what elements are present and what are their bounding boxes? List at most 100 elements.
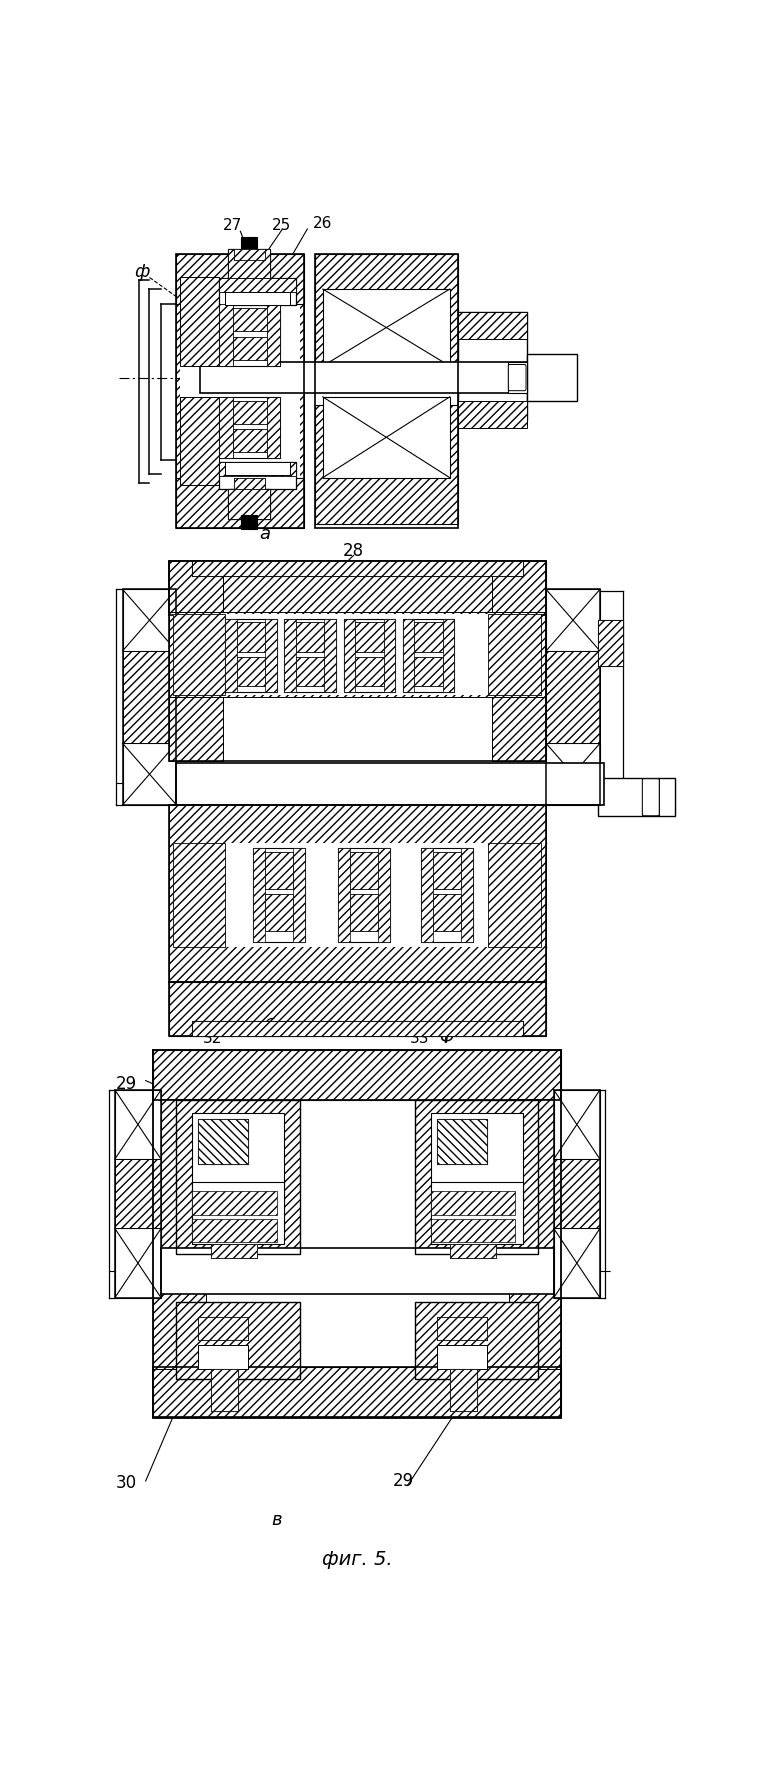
Bar xyxy=(176,254,303,528)
Bar xyxy=(115,1090,161,1159)
Bar xyxy=(421,848,433,942)
Bar xyxy=(219,398,280,458)
Bar xyxy=(488,843,541,947)
Bar xyxy=(115,1228,161,1297)
Bar xyxy=(122,590,176,650)
Bar xyxy=(115,1159,161,1228)
Bar xyxy=(198,1345,248,1369)
Bar xyxy=(546,590,600,650)
Bar xyxy=(433,852,461,889)
Bar xyxy=(546,744,600,806)
Bar xyxy=(343,618,355,691)
Bar xyxy=(554,1090,600,1159)
Bar xyxy=(122,590,176,806)
Bar xyxy=(323,290,450,366)
Bar xyxy=(339,848,349,942)
Bar xyxy=(168,806,546,982)
Bar xyxy=(414,657,443,686)
Bar xyxy=(154,1050,562,1099)
Bar xyxy=(349,852,378,889)
Bar xyxy=(402,618,455,691)
Bar xyxy=(546,590,600,806)
Bar xyxy=(219,463,296,489)
Bar xyxy=(172,843,541,947)
Text: 32: 32 xyxy=(203,1030,222,1046)
Bar xyxy=(598,620,623,666)
Bar xyxy=(168,806,546,982)
Text: i: i xyxy=(207,1115,211,1129)
Bar xyxy=(232,429,267,452)
Bar xyxy=(236,657,265,686)
Bar xyxy=(296,622,324,652)
Bar xyxy=(241,514,257,528)
Bar xyxy=(180,277,219,366)
Bar xyxy=(296,657,324,686)
Bar xyxy=(200,362,530,392)
Bar xyxy=(232,429,267,452)
Text: 31: 31 xyxy=(525,1163,544,1179)
Text: 29: 29 xyxy=(116,1074,137,1092)
Bar xyxy=(225,618,236,691)
Bar xyxy=(509,1099,562,1369)
Text: в: в xyxy=(271,1511,282,1528)
Bar xyxy=(176,1302,300,1378)
Bar xyxy=(225,292,290,306)
Text: ф: ф xyxy=(134,263,150,281)
Bar xyxy=(236,622,265,652)
Bar xyxy=(458,401,526,428)
Bar xyxy=(219,398,232,458)
Bar xyxy=(219,304,280,366)
Bar xyxy=(339,848,390,942)
Text: фиг. 5.: фиг. 5. xyxy=(322,1550,392,1569)
Bar xyxy=(154,1368,562,1417)
Bar xyxy=(642,777,659,816)
Text: Ф: Ф xyxy=(439,1028,453,1048)
Bar xyxy=(176,763,604,806)
Bar xyxy=(115,1090,161,1297)
Bar xyxy=(234,249,265,260)
Text: i: i xyxy=(446,1115,450,1129)
Bar xyxy=(228,489,271,518)
Bar xyxy=(176,254,303,304)
Bar xyxy=(176,1099,300,1255)
Bar xyxy=(168,982,546,1035)
Bar xyxy=(254,848,265,942)
Bar xyxy=(324,618,336,691)
Bar xyxy=(168,560,222,762)
Text: +ф: +ф xyxy=(257,493,281,507)
Bar xyxy=(450,1244,496,1258)
Bar xyxy=(349,894,378,931)
Text: а: а xyxy=(260,525,271,542)
Bar xyxy=(176,1099,300,1255)
Bar xyxy=(232,401,267,424)
Bar xyxy=(211,1244,257,1258)
Bar xyxy=(168,613,546,698)
Bar xyxy=(236,657,265,686)
Bar xyxy=(198,1119,248,1164)
Bar xyxy=(284,618,296,691)
Bar xyxy=(265,894,293,931)
Bar xyxy=(122,650,176,744)
Bar xyxy=(431,1219,516,1242)
Bar xyxy=(154,1368,562,1417)
Bar xyxy=(265,852,293,889)
Bar xyxy=(355,622,384,652)
Bar xyxy=(437,1119,487,1164)
Bar xyxy=(265,894,293,931)
Bar xyxy=(198,1119,248,1164)
Bar xyxy=(433,894,461,931)
Bar xyxy=(546,650,600,744)
Bar xyxy=(228,489,271,518)
Bar xyxy=(172,613,541,694)
Bar xyxy=(192,1182,284,1244)
Bar xyxy=(219,304,232,366)
Bar xyxy=(232,307,267,332)
Bar xyxy=(433,894,461,931)
Bar xyxy=(349,852,378,889)
FancyBboxPatch shape xyxy=(642,779,659,816)
Bar xyxy=(443,618,455,691)
Bar xyxy=(355,657,384,686)
Bar xyxy=(437,1316,487,1339)
Bar xyxy=(378,848,390,942)
Bar xyxy=(349,894,378,931)
